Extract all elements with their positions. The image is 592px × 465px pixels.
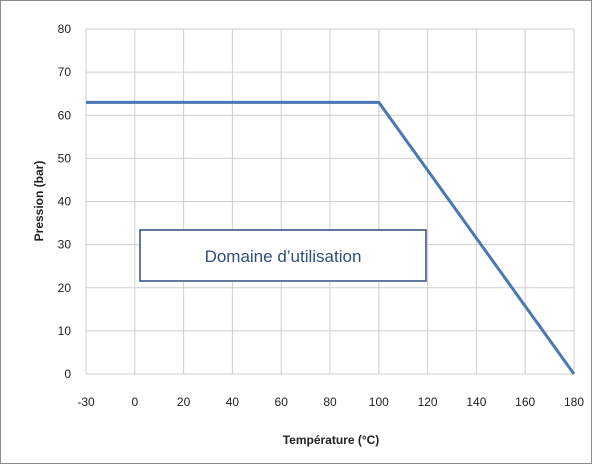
- x-tick-label: 0: [131, 395, 138, 409]
- y-tick-label: 30: [58, 238, 72, 252]
- x-axis-title: Température (°C): [283, 433, 380, 447]
- y-tick-label: 0: [64, 367, 71, 381]
- series-line: [86, 100, 576, 375]
- grid: [85, 28, 575, 375]
- x-tick-label: 80: [323, 395, 337, 409]
- y-tick-label: 20: [58, 281, 72, 295]
- x-axis-ticks: -30 0 20 40 60 80 100 120 140 160 180: [77, 395, 584, 409]
- operating-range-annotation: Domaine d’utilisation: [139, 229, 427, 282]
- x-tick-label: 20: [177, 395, 191, 409]
- y-tick-label: 70: [58, 65, 72, 79]
- x-tick-label: 100: [369, 395, 389, 409]
- y-tick-label: 10: [58, 324, 72, 338]
- x-tick-label: 40: [226, 395, 240, 409]
- x-tick-label: 160: [515, 395, 535, 409]
- x-tick-label: -30: [77, 395, 95, 409]
- y-tick-label: 80: [58, 22, 72, 36]
- y-tick-label: 40: [58, 195, 72, 209]
- x-tick-label: 120: [418, 395, 438, 409]
- y-tick-label: 60: [58, 108, 72, 122]
- x-tick-label: 140: [466, 395, 486, 409]
- y-axis-title: Pression (bar): [32, 161, 46, 242]
- x-tick-label: 60: [275, 395, 289, 409]
- y-axis-ticks: 0 10 20 30 40 50 60 70 80: [58, 22, 72, 381]
- annotation-box: [139, 229, 427, 282]
- series-layer: [86, 100, 576, 375]
- annotation-text: Domaine d’utilisation: [205, 247, 362, 266]
- y-tick-label: 50: [58, 151, 72, 165]
- x-tick-label: 180: [564, 395, 584, 409]
